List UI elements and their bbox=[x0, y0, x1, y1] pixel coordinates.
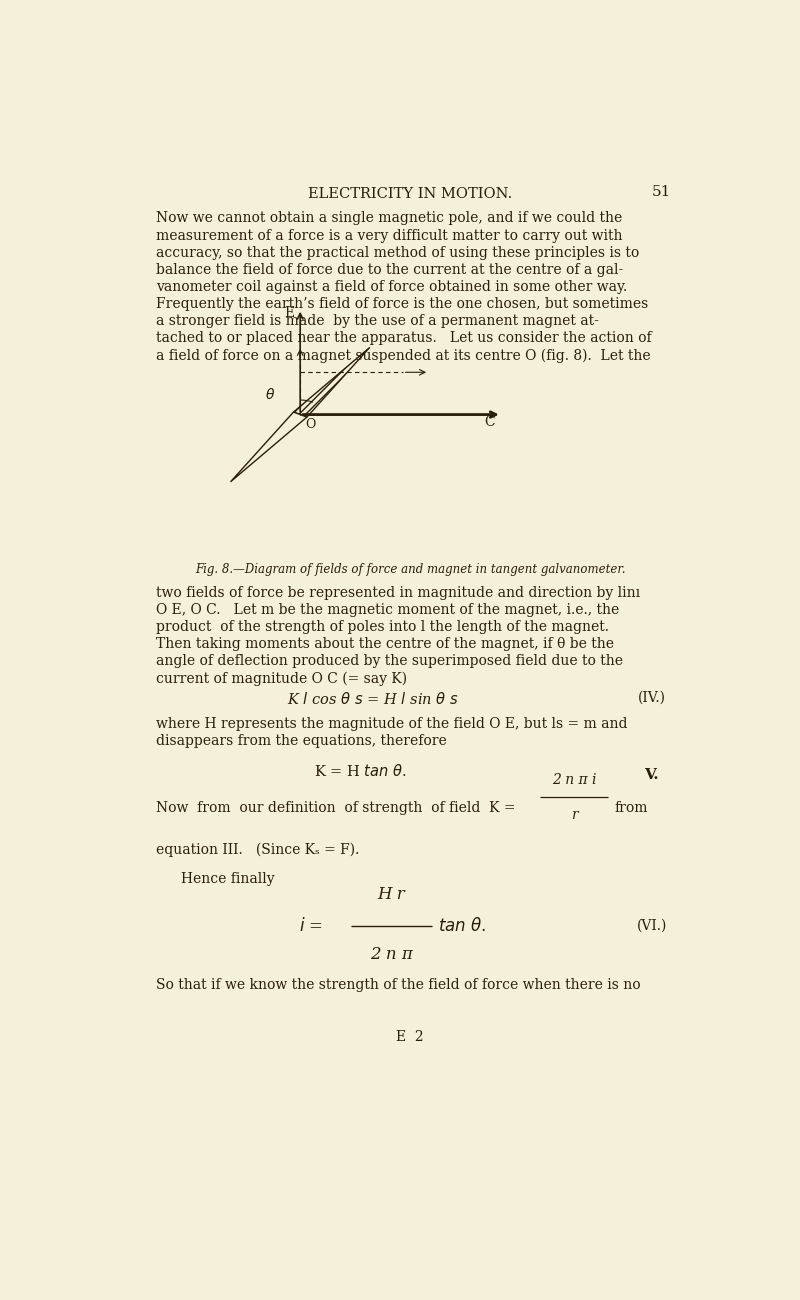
Text: (VI.): (VI.) bbox=[637, 919, 667, 933]
Text: E  2: E 2 bbox=[396, 1030, 424, 1044]
Text: $\it{tan}$ $\it{\theta}$.: $\it{tan}$ $\it{\theta}$. bbox=[438, 916, 486, 935]
Text: where H represents the magnitude of the field O E, but ls = m and: where H represents the magnitude of the … bbox=[156, 716, 627, 731]
Text: tached to or placed near the apparatus.   Let us consider the action of: tached to or placed near the apparatus. … bbox=[156, 332, 651, 344]
Text: measurement of a force is a very difficult matter to carry out with: measurement of a force is a very difficu… bbox=[156, 229, 622, 243]
Text: 2 n π: 2 n π bbox=[370, 946, 413, 963]
Text: accuracy, so that the practical method of using these principles is to: accuracy, so that the practical method o… bbox=[156, 246, 639, 260]
Text: (IV.): (IV.) bbox=[638, 692, 666, 705]
Text: E: E bbox=[285, 306, 294, 320]
Text: vanometer coil against a field of force obtained in some other way.: vanometer coil against a field of force … bbox=[156, 280, 627, 294]
Text: Frequently the earth’s field of force is the one chosen, but sometimes: Frequently the earth’s field of force is… bbox=[156, 296, 648, 311]
Text: C: C bbox=[484, 415, 495, 429]
Text: Then taking moments about the centre of the magnet, if θ be the: Then taking moments about the centre of … bbox=[156, 637, 614, 651]
Text: equation III.   (Since Kₛ = F).: equation III. (Since Kₛ = F). bbox=[156, 842, 359, 857]
Text: a stronger field is made  by the use of a permanent magnet at-: a stronger field is made by the use of a… bbox=[156, 315, 598, 328]
Text: V.: V. bbox=[645, 768, 659, 781]
Text: $\theta$: $\theta$ bbox=[265, 386, 275, 402]
Text: O: O bbox=[306, 417, 316, 430]
Text: current of magnitude O C (= say K): current of magnitude O C (= say K) bbox=[156, 671, 407, 685]
Text: O E, O C.   Let m be the magnetic moment of the magnet, i.e., the: O E, O C. Let m be the magnetic moment o… bbox=[156, 603, 619, 616]
Text: disappears from the equations, therefore: disappears from the equations, therefore bbox=[156, 733, 446, 748]
Text: r: r bbox=[571, 809, 578, 823]
Text: angle of deflection produced by the superimposed field due to the: angle of deflection produced by the supe… bbox=[156, 654, 622, 668]
Text: So that if we know the strength of the field of force when there is no: So that if we know the strength of the f… bbox=[156, 979, 641, 992]
Text: Hence finally: Hence finally bbox=[181, 872, 274, 887]
Text: H r: H r bbox=[378, 887, 406, 903]
Text: 2 n π i: 2 n π i bbox=[552, 774, 597, 788]
Text: 51: 51 bbox=[652, 186, 671, 199]
Text: K $l$ cos $\theta$ $s$ = H $l$ sin $\theta$ $s$: K $l$ cos $\theta$ $s$ = H $l$ sin $\the… bbox=[287, 692, 458, 707]
Text: a field of force on a magnet suspended at its centre O (fig. 8).  Let the: a field of force on a magnet suspended a… bbox=[156, 348, 650, 363]
Text: K = H $\it{tan}$ $\it{\theta}$.: K = H $\it{tan}$ $\it{\theta}$. bbox=[314, 763, 406, 779]
Text: Now  from  our definition  of strength  of field  K =: Now from our definition of strength of f… bbox=[156, 801, 515, 815]
Text: Now we cannot obtain a single magnetic pole, and if we could the: Now we cannot obtain a single magnetic p… bbox=[156, 212, 622, 225]
Text: $i$ =: $i$ = bbox=[299, 916, 323, 935]
Text: balance the field of force due to the current at the centre of a gal-: balance the field of force due to the cu… bbox=[156, 263, 623, 277]
Polygon shape bbox=[230, 412, 307, 482]
Text: Fig. 8.—Diagram of fields of force and magnet in tangent galvanometer.: Fig. 8.—Diagram of fields of force and m… bbox=[194, 563, 626, 576]
Text: ELECTRICITY IN MOTION.: ELECTRICITY IN MOTION. bbox=[308, 187, 512, 200]
Text: product  of the strength of poles into l the length of the magnet.: product of the strength of poles into l … bbox=[156, 620, 609, 634]
Text: from: from bbox=[614, 801, 648, 815]
Text: two fields of force be represented in magnitude and direction by linı: two fields of force be represented in ma… bbox=[156, 586, 640, 599]
